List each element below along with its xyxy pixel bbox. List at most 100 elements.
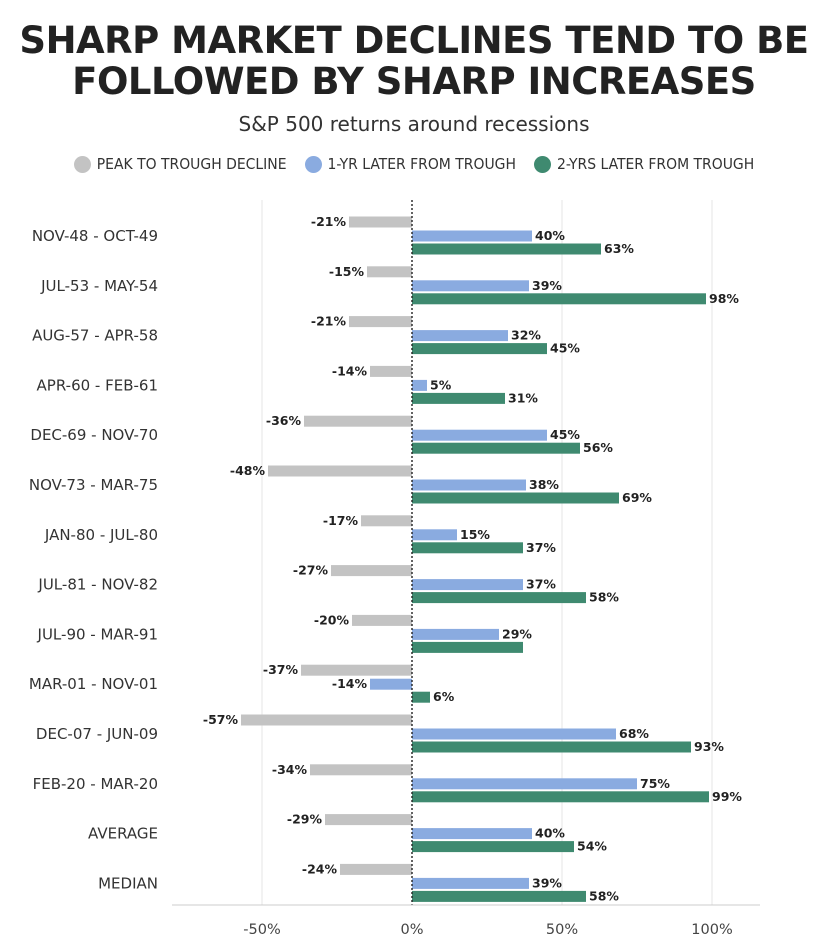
category-label: JAN-80 - JUL-80: [44, 526, 158, 544]
bar-one-year: [412, 429, 547, 441]
category-label: DEC-07 - JUN-09: [36, 725, 158, 743]
bar-one-year: [370, 678, 412, 690]
bar-one-year: [412, 828, 532, 840]
category-label: DEC-69 - NOV-70: [30, 426, 158, 444]
bar-two-year: [412, 392, 505, 404]
legend-label-one-year: 1-YR LATER FROM TROUGH: [327, 155, 516, 173]
bar-two-year: [412, 741, 691, 753]
data-label: 56%: [583, 440, 613, 455]
title-line-1: SHARP MARKET DECLINES TEND TO BE: [19, 19, 809, 62]
bar-one-year: [412, 379, 427, 391]
data-label: 37%: [526, 540, 556, 555]
category-label: FEB-20 - MAR-20: [33, 775, 158, 793]
data-label: -29%: [287, 812, 323, 827]
bar-decline: [241, 714, 412, 726]
category-label: JUL-53 - MAY-54: [40, 277, 158, 295]
data-label: 93%: [694, 739, 724, 754]
category-label: AUG-57 - APR-58: [32, 327, 158, 345]
data-label: -17%: [323, 513, 359, 528]
bar-two-year: [412, 492, 619, 504]
bar-decline: [361, 515, 412, 527]
bar-one-year: [412, 877, 529, 889]
bar-one-year: [412, 529, 457, 541]
data-label: -14%: [332, 676, 368, 691]
bar-one-year: [412, 330, 508, 342]
category-label: NOV-48 - OCT-49: [32, 227, 158, 245]
x-tick-label: 100%: [691, 922, 732, 938]
category-label: JUL-81 - NOV-82: [37, 576, 158, 594]
data-label: 45%: [550, 341, 580, 356]
data-label: -37%: [263, 662, 299, 677]
bar-decline: [301, 664, 412, 676]
data-label: 39%: [532, 875, 562, 890]
data-label: -48%: [230, 463, 266, 478]
chart-subtitle: S&P 500 returns around recessions: [238, 112, 590, 136]
bar-decline: [268, 465, 412, 477]
data-label: 31%: [508, 390, 538, 405]
bar-one-year: [412, 778, 637, 790]
data-label: -34%: [272, 762, 308, 777]
bar-two-year: [412, 791, 709, 803]
data-label: 68%: [619, 726, 649, 741]
bar-two-year: [412, 841, 574, 853]
bar-one-year: [412, 230, 532, 242]
bar-decline: [349, 216, 412, 228]
x-tick-label: 0%: [400, 922, 423, 938]
data-label: 75%: [640, 776, 670, 791]
data-label: 37%: [526, 577, 556, 592]
legend-item-one-year: 1-YR LATER FROM TROUGH: [304, 155, 516, 173]
data-label: -24%: [302, 861, 338, 876]
bar-decline: [310, 764, 412, 776]
bar-decline: [331, 565, 412, 577]
data-label: 58%: [589, 590, 619, 605]
data-label: 29%: [502, 626, 532, 641]
data-label: 32%: [511, 328, 541, 343]
data-label: 5%: [430, 377, 452, 392]
data-label: 15%: [460, 527, 490, 542]
data-label: 63%: [604, 241, 634, 256]
data-label: 58%: [589, 888, 619, 903]
data-label: -15%: [329, 264, 365, 279]
category-label: NOV-73 - MAR-75: [29, 476, 158, 494]
legend: PEAK TO TROUGH DECLINE 1-YR LATER FROM T…: [0, 155, 828, 173]
category-label: JUL-90 - MAR-91: [37, 625, 158, 643]
legend-label-decline: PEAK TO TROUGH DECLINE: [96, 155, 287, 173]
data-label: -14%: [332, 363, 368, 378]
bar-two-year: [412, 442, 580, 454]
legend-item-decline: PEAK TO TROUGH DECLINE: [73, 155, 287, 173]
bar-two-year: [412, 243, 601, 255]
data-label: 99%: [712, 789, 742, 804]
category-label: AVERAGE: [88, 825, 158, 843]
bar-decline: [367, 266, 412, 278]
x-tick-label: -50%: [243, 922, 280, 938]
category-label: MAR-01 - NOV-01: [29, 675, 158, 693]
data-label: -21%: [311, 214, 347, 229]
bar-two-year: [412, 691, 430, 703]
chart-title: SHARP MARKET DECLINES TEND TO BE FOLLOWE…: [0, 20, 828, 102]
data-label: 38%: [529, 477, 559, 492]
bar-one-year: [412, 280, 529, 292]
bar-decline: [352, 614, 412, 626]
legend-label-two-year: 2-YRS LATER FROM TROUGH: [556, 155, 755, 173]
bar-two-year: [412, 293, 706, 305]
x-tick-label: 50%: [546, 922, 578, 938]
title-line-2: FOLLOWED BY SHARP INCREASES: [72, 60, 756, 103]
bar-one-year: [412, 628, 499, 640]
data-label: 6%: [433, 689, 455, 704]
data-label: 40%: [535, 826, 565, 841]
bar-decline: [349, 316, 412, 328]
bar-decline: [325, 814, 412, 826]
bar-two-year: [412, 592, 586, 604]
category-label: APR-60 - FEB-61: [37, 376, 158, 394]
legend-swatch-one-year: [304, 155, 322, 173]
data-label: 54%: [577, 839, 607, 854]
data-label: 45%: [550, 427, 580, 442]
data-label: -57%: [203, 712, 239, 727]
bar-two-year: [412, 890, 586, 902]
bar-decline: [370, 365, 412, 377]
legend-swatch-two-year: [533, 155, 551, 173]
bar-decline: [340, 863, 412, 875]
bar-decline: [304, 415, 412, 427]
data-label: -36%: [266, 413, 302, 428]
